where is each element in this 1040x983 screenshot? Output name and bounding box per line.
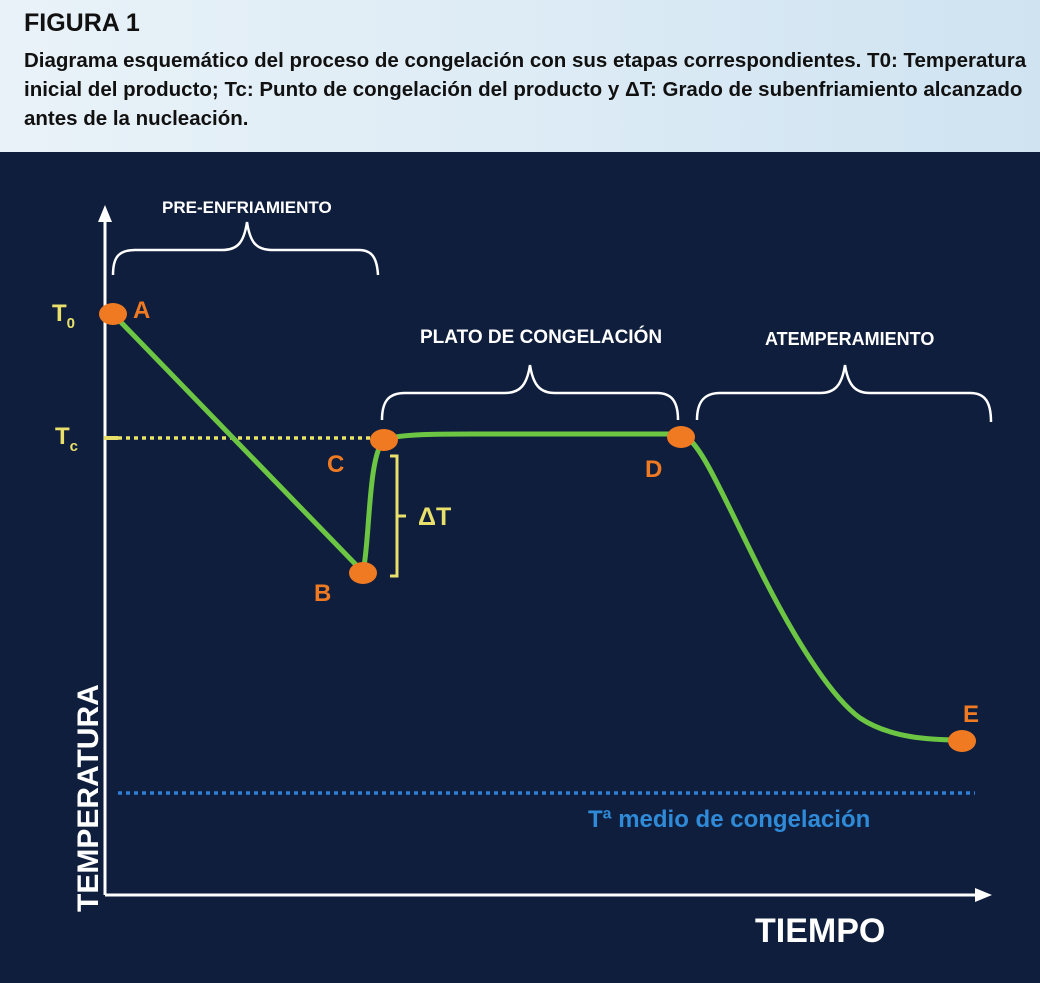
- point-e-label: E: [963, 701, 979, 728]
- figure-caption: Diagrama esquemático del proceso de cong…: [24, 49, 1027, 130]
- tempering-label: ATEMPERAMIENTO: [765, 329, 934, 349]
- delta-t-bracket: [390, 454, 406, 578]
- tc-label: Tc: [55, 423, 78, 455]
- x-axis-arrow: [975, 888, 992, 902]
- figure-label: FIGURA 1: [24, 9, 140, 37]
- delta-t-label: ΔT: [418, 503, 451, 531]
- point-a-marker: [99, 303, 127, 325]
- freezing-curve: [110, 311, 965, 743]
- point-c-marker: [370, 429, 398, 451]
- y-axis-label: TEMPERATURA: [72, 684, 105, 912]
- point-a-label: A: [133, 297, 150, 324]
- point-d-marker: [667, 426, 695, 448]
- pre-cooling-brace: [111, 221, 380, 276]
- tempering-brace: [695, 364, 993, 423]
- pre-cooling-label: PRE-ENFRIAMIENTO: [162, 198, 332, 217]
- t0-label: T0: [52, 300, 75, 332]
- point-c-label: C: [327, 451, 344, 478]
- diagram-panel: [0, 152, 1040, 983]
- point-d-label: D: [645, 456, 662, 483]
- medium-temperature-label: Tª medio de congelación: [588, 806, 870, 833]
- x-axis-label: TIEMPO: [755, 912, 885, 950]
- point-b-marker: [349, 562, 377, 584]
- point-b-label: B: [314, 580, 331, 607]
- figure-header: FIGURA 1 Diagrama esquemático del proces…: [0, 0, 1040, 152]
- y-axis-arrow: [98, 205, 112, 222]
- point-e-marker: [948, 730, 976, 752]
- plateau-label: PLATO DE CONGELACIÓN: [420, 326, 662, 348]
- plateau-brace: [380, 364, 680, 421]
